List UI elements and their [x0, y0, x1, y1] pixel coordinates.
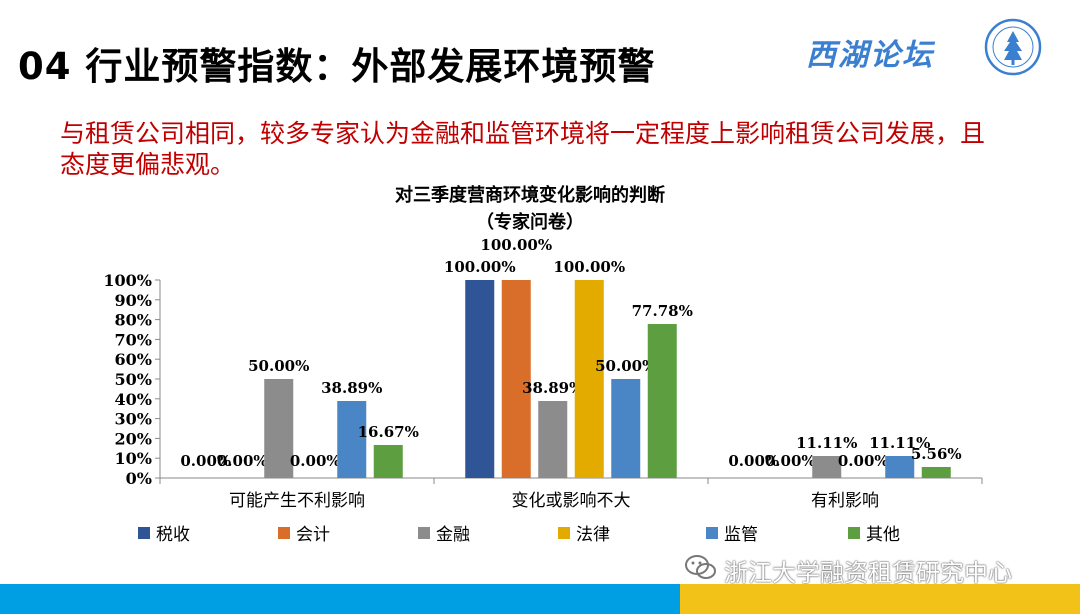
x-category-label: 有利影响: [811, 491, 879, 511]
bar-4-1: [611, 379, 641, 478]
y-tick-label: 10%: [115, 449, 152, 468]
data-label: 100.00%: [444, 258, 516, 276]
data-label: 50.00%: [595, 357, 656, 375]
y-tick-label: 60%: [115, 350, 152, 369]
y-tick-label: 50%: [115, 370, 152, 389]
y-tick-label: 70%: [115, 330, 152, 349]
legend-swatch: [706, 527, 718, 539]
legend-label: 税收: [156, 525, 190, 545]
y-tick-label: 40%: [115, 390, 152, 409]
bar-0-1: [465, 280, 495, 478]
bar-5-1: [647, 323, 677, 478]
data-label: 0.00%: [728, 452, 779, 470]
data-label: 0.00%: [217, 452, 268, 470]
legend-swatch: [138, 527, 150, 539]
chart-title-block: 对三季度营商环境变化影响的判断 （专家问卷）: [330, 182, 730, 236]
data-label: 38.89%: [522, 379, 583, 397]
bar-4-0: [337, 400, 367, 478]
data-label: 77.78%: [632, 302, 693, 320]
legend-label: 金融: [436, 525, 470, 545]
data-label: 100.00%: [553, 258, 625, 276]
y-tick-label: 0%: [126, 469, 152, 488]
y-tick-label: 20%: [115, 429, 152, 448]
footer-bar-gold: [680, 584, 1080, 614]
y-tick-label: 100%: [103, 271, 152, 290]
chart-title: 对三季度营商环境变化影响的判断: [395, 185, 665, 206]
bar-4-2: [885, 456, 915, 478]
legend-swatch: [278, 527, 290, 539]
legend-label: 会计: [296, 525, 330, 545]
legend-swatch: [418, 527, 430, 539]
chart-subtitle: （专家问卷）: [476, 212, 584, 233]
legend-label: 监管: [724, 525, 758, 545]
data-label: 100.00%: [480, 236, 552, 254]
y-tick-label: 90%: [115, 291, 152, 310]
legend-label: 法律: [576, 525, 610, 545]
legend-swatch: [558, 527, 570, 539]
data-label: 11.11%: [869, 434, 930, 452]
data-label: 0.00%: [765, 452, 816, 470]
bar-2-2: [812, 456, 842, 478]
legend-swatch: [848, 527, 860, 539]
x-category-label: 变化或影响不大: [512, 491, 631, 511]
footer-bar-blue: [0, 584, 680, 614]
y-tick-label: 30%: [115, 410, 152, 429]
data-label: 0.00%: [838, 452, 889, 470]
data-label: 38.89%: [321, 379, 382, 397]
bar-1-1: [501, 280, 531, 478]
wechat-icon: [685, 555, 716, 579]
bar-2-0: [264, 379, 294, 478]
bar-5-0: [373, 444, 403, 478]
y-tick-label: 80%: [115, 311, 152, 330]
bar-2-1: [538, 400, 568, 478]
slide-title: 04 行业预警指数：外部发展环境预警: [18, 45, 656, 88]
watermark-text: 浙江大学融资租赁研究中心: [724, 559, 1012, 587]
data-label: 0.00%: [290, 452, 341, 470]
forum-seal-icon: [984, 18, 1042, 76]
intro-text: 与租赁公司相同，较多专家认为金融和监管环境将一定程度上影响租赁公司发展，且态度更…: [60, 119, 986, 179]
brand-logo-text: 西湖论坛: [806, 38, 934, 73]
legend-label: 其他: [866, 525, 900, 545]
x-category-label: 可能产生不利影响: [229, 491, 365, 511]
data-label: 16.67%: [358, 423, 419, 441]
bar-5-2: [921, 466, 951, 478]
bar-3-1: [574, 280, 604, 478]
data-label: 5.56%: [911, 445, 962, 463]
data-label: 0.00%: [180, 452, 231, 470]
data-label: 11.11%: [796, 434, 857, 452]
data-label: 50.00%: [248, 357, 309, 375]
